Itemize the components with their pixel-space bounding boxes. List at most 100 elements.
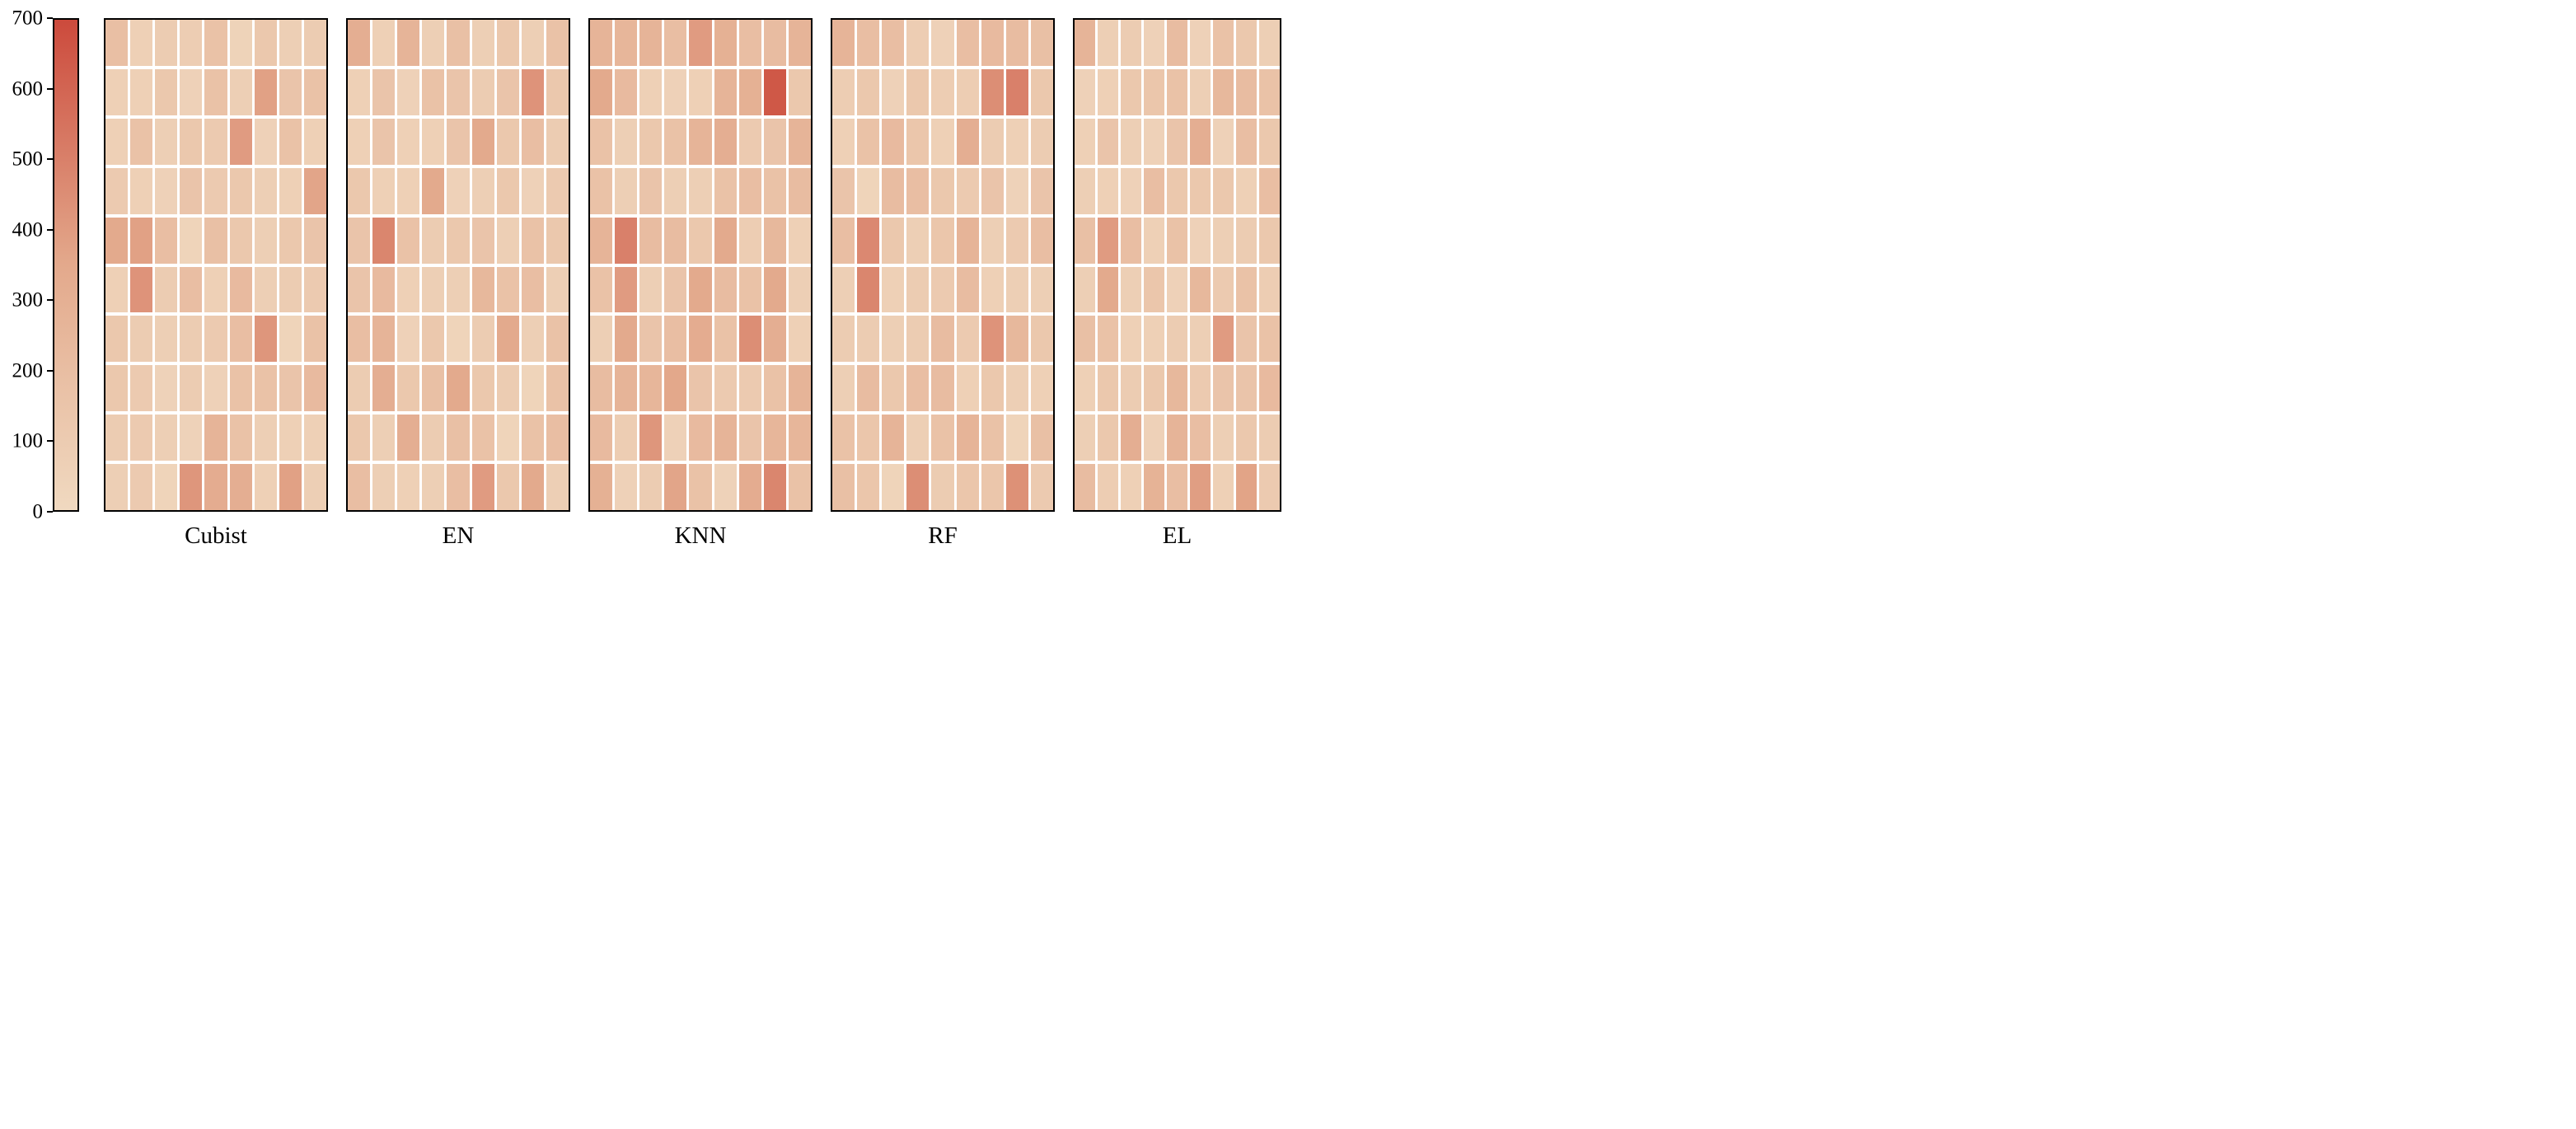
heatmap-cell xyxy=(1213,20,1234,66)
heatmap-cell xyxy=(546,415,569,461)
heatmap-cell xyxy=(1030,217,1053,264)
heatmap-cell xyxy=(303,464,326,510)
heatmap-cell xyxy=(832,68,855,115)
heatmap-cell xyxy=(615,20,638,66)
colorbar-tick xyxy=(47,299,53,302)
heatmap-cell xyxy=(1098,316,1118,363)
heatmap-cell xyxy=(590,217,613,264)
heatmap-cell xyxy=(882,217,905,264)
heatmap-cell xyxy=(763,316,786,363)
heatmap-cell xyxy=(471,316,494,363)
heatmap-cell xyxy=(546,20,569,66)
heatmap-cell xyxy=(447,68,470,115)
heatmap-cell xyxy=(832,464,855,510)
heatmap-cell xyxy=(1098,365,1118,412)
heatmap-cell xyxy=(130,266,153,313)
heatmap-cell xyxy=(981,365,1004,412)
heatmap-cell xyxy=(1075,118,1095,165)
heatmap-cell xyxy=(155,118,178,165)
heatmap-cell xyxy=(546,464,569,510)
heatmap-cell xyxy=(496,217,519,264)
figure-canvas: 700 600 500 400 300 200 100 0 Cubist EN KNN RF … xyxy=(0,0,1288,564)
heatmap-cell xyxy=(1098,266,1118,313)
heatmap-cell xyxy=(422,415,445,461)
heatmap-cell xyxy=(639,415,663,461)
heatmap-cell xyxy=(931,68,954,115)
heatmap-cell xyxy=(105,415,129,461)
heatmap-cell xyxy=(348,415,371,461)
heatmap-cell xyxy=(615,118,638,165)
heatmap-cell xyxy=(372,167,396,214)
heatmap-cell xyxy=(1005,316,1028,363)
heatmap-cell xyxy=(204,20,227,66)
heatmap-cell xyxy=(981,167,1004,214)
heatmap-cell xyxy=(279,365,302,412)
heatmap-cell xyxy=(763,167,786,214)
colorbar-gradient xyxy=(53,18,79,512)
heatmap-cell xyxy=(882,20,905,66)
heatmap-cell xyxy=(1167,167,1187,214)
heatmap-cell xyxy=(857,20,880,66)
heatmap-cell xyxy=(1167,415,1187,461)
heatmap-cell xyxy=(1144,118,1164,165)
heatmap-cell xyxy=(931,20,954,66)
heatmap-cell xyxy=(422,217,445,264)
heatmap-cell xyxy=(279,415,302,461)
heatmap-cell xyxy=(130,68,153,115)
heatmap-cell xyxy=(471,20,494,66)
heatmap-cell xyxy=(1098,20,1118,66)
heatmap-cell xyxy=(130,167,153,214)
heatmap-cell xyxy=(832,365,855,412)
heatmap-cell xyxy=(590,464,613,510)
heatmap-cell xyxy=(180,316,203,363)
heatmap-cell xyxy=(1190,415,1211,461)
heatmap-cell xyxy=(857,464,880,510)
heatmap-cell xyxy=(956,266,979,313)
heatmap-cell xyxy=(130,316,153,363)
heatmap-cell xyxy=(521,20,544,66)
heatmap-cell xyxy=(1030,266,1053,313)
heatmap-cell xyxy=(832,20,855,66)
heatmap-cell xyxy=(857,266,880,313)
heatmap-cell xyxy=(1144,365,1164,412)
panel-rf: RF xyxy=(831,18,1055,550)
heatmap-cell xyxy=(521,266,544,313)
heatmap-cell xyxy=(348,118,371,165)
heatmap-cell xyxy=(1167,316,1187,363)
heatmap-cell xyxy=(1213,266,1234,313)
heatmap-cell xyxy=(1030,167,1053,214)
colorbar-tick xyxy=(47,158,53,161)
heatmap-cell xyxy=(496,68,519,115)
heatmap-cell xyxy=(763,365,786,412)
heatmap-cell xyxy=(180,464,203,510)
heatmap-cell xyxy=(590,415,613,461)
heatmap-cell xyxy=(1144,68,1164,115)
heatmap-cell xyxy=(546,167,569,214)
heatmap-cell xyxy=(981,316,1004,363)
heatmap-cell xyxy=(1005,464,1028,510)
heatmap-cell xyxy=(105,167,129,214)
panel-label-el: EL xyxy=(1162,522,1192,549)
heatmap-grid-cubist xyxy=(104,18,328,512)
heatmap-cell xyxy=(546,266,569,313)
heatmap-cell xyxy=(303,118,326,165)
heatmap-cell xyxy=(788,266,811,313)
heatmap-cell xyxy=(714,167,737,214)
heatmap-cell xyxy=(590,118,613,165)
heatmap-cell xyxy=(714,316,737,363)
heatmap-cell xyxy=(204,266,227,313)
heatmap-cell xyxy=(397,118,420,165)
heatmap-cell xyxy=(639,217,663,264)
heatmap-cell xyxy=(204,217,227,264)
heatmap-cell xyxy=(906,167,930,214)
heatmap-cell xyxy=(615,68,638,115)
heatmap-cell xyxy=(397,316,420,363)
heatmap-cell xyxy=(738,464,761,510)
heatmap-cell xyxy=(956,464,979,510)
heatmap-cell xyxy=(1144,266,1164,313)
heatmap-cell xyxy=(1236,167,1257,214)
heatmap-cell xyxy=(1005,415,1028,461)
heatmap-cell xyxy=(956,415,979,461)
heatmap-cell xyxy=(254,217,277,264)
heatmap-cell xyxy=(788,365,811,412)
